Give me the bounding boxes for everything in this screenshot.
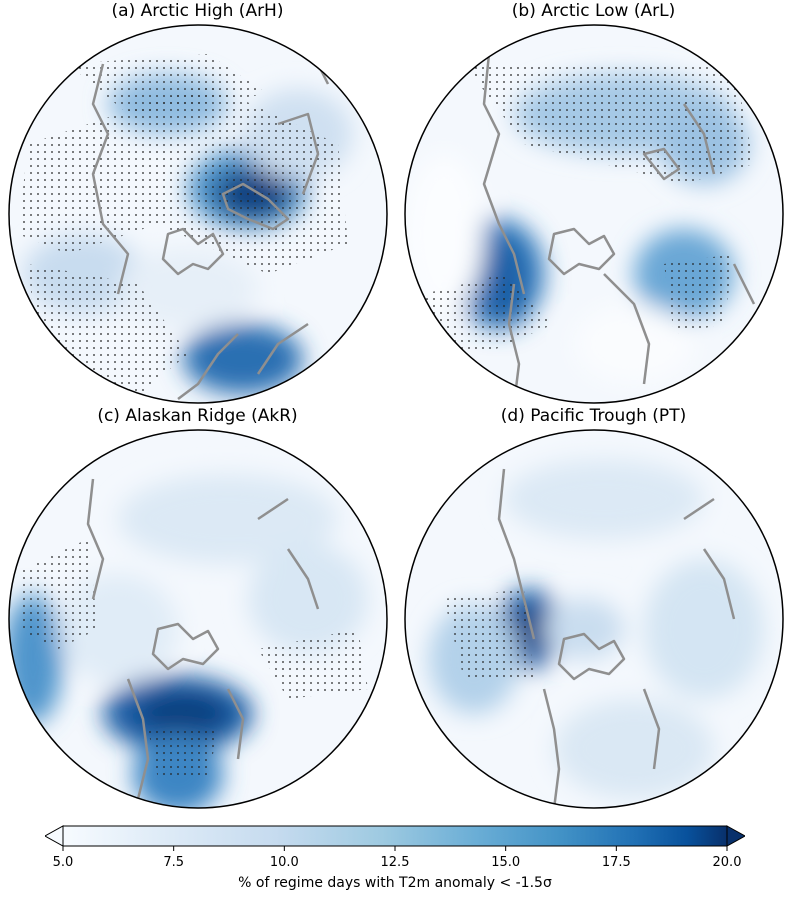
colorbar: 5.0 7.5 10.0 12.5 15.0 17.5 20.0 % of regime d… — [43, 825, 747, 895]
panel-b: (b) Arctic Low (ArL) — [396, 0, 791, 410]
colorbar-ticks: 5.0 7.5 10.0 12.5 15.0 17.5 20.0 — [53, 846, 742, 870]
colorbar-tick-label: 10.0 — [270, 855, 299, 870]
panel-d: (d) Pacific Trough (PT) — [396, 405, 791, 815]
colorbar-tick-label: 5.0 — [53, 855, 74, 870]
panel-c: (c) Alaskan Ridge (AkR) — [0, 405, 395, 815]
panel-c-title: (c) Alaskan Ridge (AkR) — [97, 406, 298, 426]
panel-a-map — [8, 24, 388, 404]
colorbar-tick-label: 15.0 — [491, 855, 520, 870]
colorbar-graphic: 5.0 7.5 10.0 12.5 15.0 17.5 20.0 — [43, 825, 747, 870]
panel-d-title: (d) Pacific Trough (PT) — [500, 406, 687, 426]
colorbar-min-arrow — [43, 825, 64, 847]
colorbar-label: % of regime days with T2m anomaly < -1.5… — [238, 875, 552, 891]
panel-a-title: (a) Arctic High (ArH) — [111, 1, 284, 21]
colorbar-tick-label: 7.5 — [163, 855, 184, 870]
panel-d-map — [404, 429, 784, 809]
colorbar-bar — [62, 825, 728, 847]
panel-c-map — [8, 429, 388, 809]
colorbar-max-arrow — [726, 825, 747, 847]
panel-b-map — [404, 24, 784, 404]
panel-b-title: (b) Arctic Low (ArL) — [511, 1, 676, 21]
colorbar-tick-label: 17.5 — [602, 855, 631, 870]
colorbar-tick-label: 12.5 — [381, 855, 410, 870]
colorbar-tick-label: 20.0 — [713, 855, 742, 870]
panel-a: (a) Arctic High (ArH) — [0, 0, 395, 410]
